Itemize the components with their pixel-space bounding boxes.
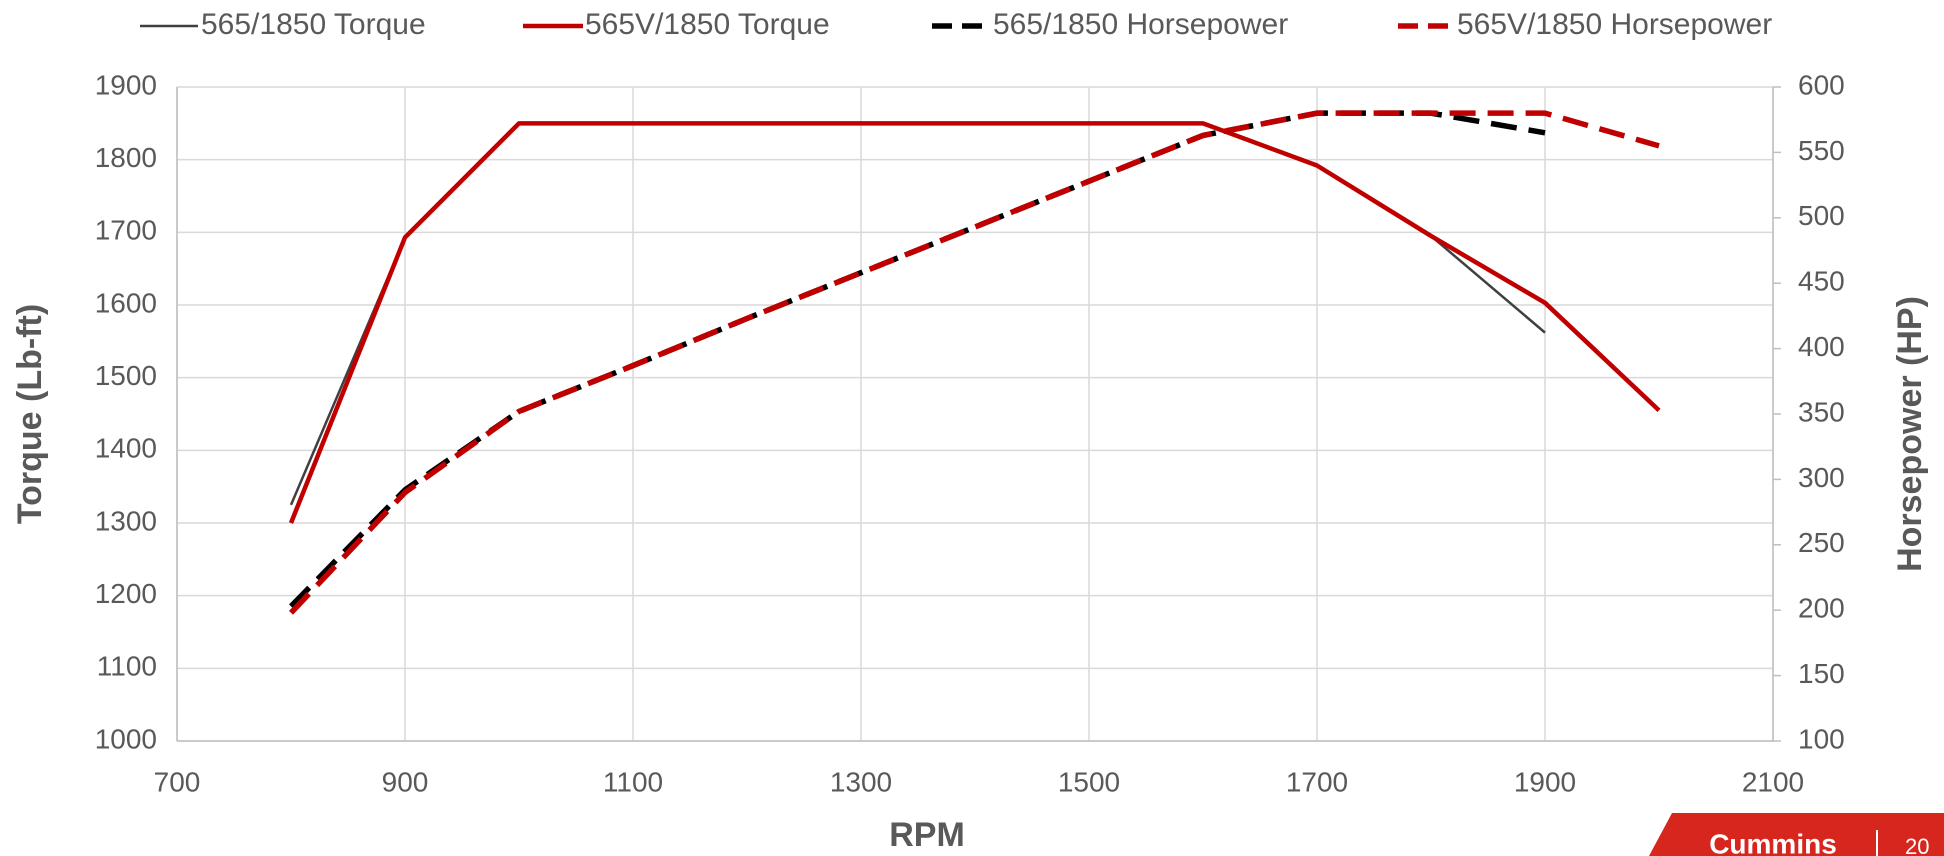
y2-tick-label: 300 xyxy=(1798,462,1845,493)
y2-tick-label: 500 xyxy=(1798,200,1845,231)
x-tick-label: 1100 xyxy=(603,766,663,797)
legend-label: 565/1850 Horsepower xyxy=(993,8,1288,41)
series-line xyxy=(288,121,1661,524)
y2-tick-label: 100 xyxy=(1798,723,1845,754)
x-tick-label: 900 xyxy=(382,766,429,797)
y2-axis-title: Horsepower (HP) xyxy=(1891,296,1929,572)
page-number: 20 xyxy=(1905,834,1929,856)
y-tick-label: 1100 xyxy=(97,651,157,682)
x-tick-label: 1900 xyxy=(1514,766,1576,797)
y2-tick-label: 250 xyxy=(1798,527,1845,558)
y-tick-label: 1000 xyxy=(95,723,157,754)
y-tick-label: 1700 xyxy=(95,215,157,246)
legend-label: 565V/1850 Horsepower xyxy=(1457,8,1772,41)
x-tick-label: 2100 xyxy=(1742,766,1804,797)
y2-tick-label: 200 xyxy=(1798,593,1845,624)
y2-tick-label: 400 xyxy=(1798,331,1845,362)
x-tick-label: 1500 xyxy=(1058,766,1120,797)
y2-tick-label: 600 xyxy=(1798,69,1845,100)
y-tick-label: 1300 xyxy=(95,505,157,536)
y2-tick-label: 350 xyxy=(1798,396,1845,427)
series-line xyxy=(289,110,1660,615)
x-tick-label: 1300 xyxy=(830,766,892,797)
y-tick-label: 1600 xyxy=(95,287,157,318)
series-line xyxy=(289,110,1546,609)
y2-tick-label: 550 xyxy=(1798,135,1845,166)
y2-tick-label: 450 xyxy=(1798,266,1845,297)
logo-band xyxy=(1649,813,1944,856)
legend-label: 565/1850 Torque xyxy=(201,8,426,41)
x-tick-label: 700 xyxy=(154,766,201,797)
x-axis-title: RPM xyxy=(889,816,965,854)
y2-tick-label: 150 xyxy=(1798,658,1845,689)
series-line xyxy=(289,122,1546,506)
y-tick-label: 1400 xyxy=(95,433,157,464)
y-tick-label: 1800 xyxy=(95,142,157,173)
y-tick-label: 1500 xyxy=(95,360,157,391)
y-tick-label: 1200 xyxy=(95,578,157,609)
y-tick-label: 1900 xyxy=(95,69,157,100)
x-tick-label: 1700 xyxy=(1286,766,1348,797)
y-axis-title: Torque (Lb-ft) xyxy=(11,304,49,524)
brand: Cummins xyxy=(1709,828,1837,856)
legend-label: 565V/1850 Torque xyxy=(585,8,830,41)
